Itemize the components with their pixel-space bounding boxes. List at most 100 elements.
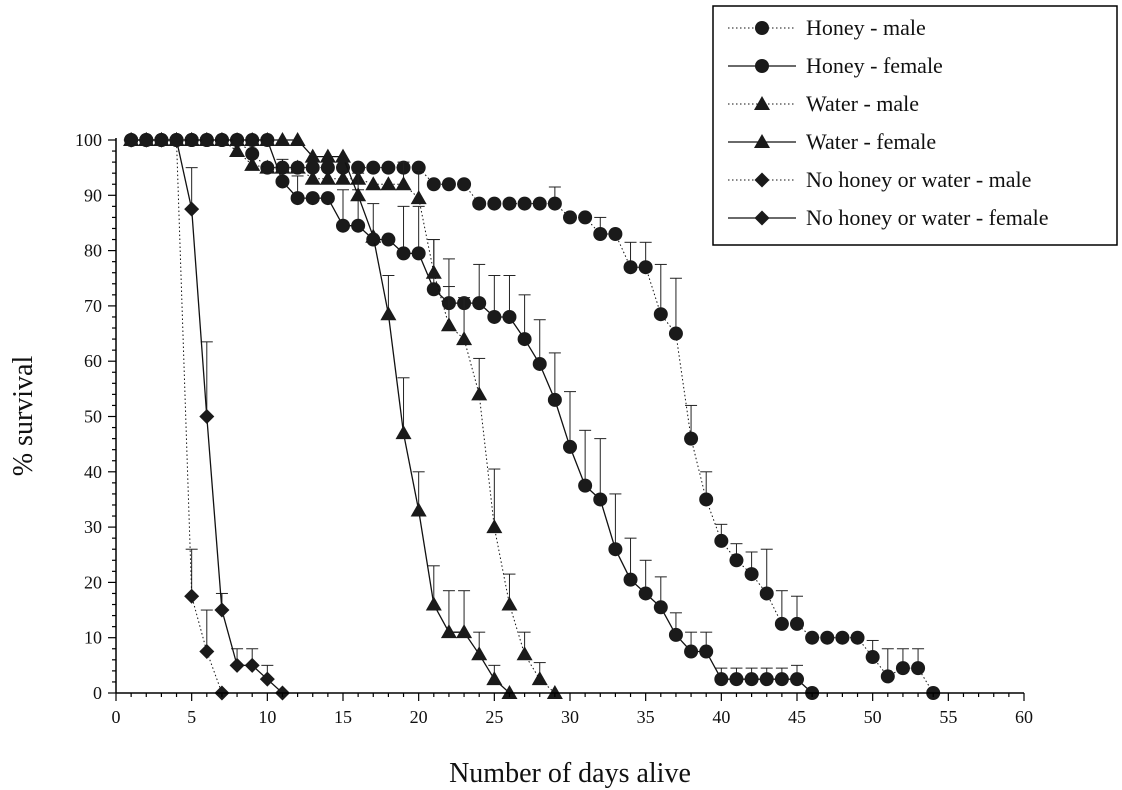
data-point xyxy=(790,616,804,631)
data-point xyxy=(911,661,926,676)
data-point xyxy=(516,646,533,661)
data-point xyxy=(805,630,820,645)
data-point xyxy=(184,588,200,604)
data-point xyxy=(774,672,789,687)
data-point xyxy=(744,567,759,582)
data-point xyxy=(259,132,276,146)
data-point xyxy=(244,156,261,171)
data-point xyxy=(274,159,291,174)
data-point xyxy=(426,177,441,192)
data-point xyxy=(608,227,623,242)
legend-label: Water - female xyxy=(806,129,936,154)
data-point xyxy=(410,190,427,205)
legend-label: No honey or water - male xyxy=(806,167,1031,192)
data-point xyxy=(335,170,351,185)
data-point xyxy=(790,672,804,687)
data-point xyxy=(487,309,502,324)
data-point xyxy=(547,196,562,211)
x-tick-label: 10 xyxy=(258,707,276,727)
data-point xyxy=(472,296,487,311)
x-tick-label: 45 xyxy=(788,707,806,727)
legend-label: Honey - female xyxy=(806,53,943,78)
x-tick-label: 55 xyxy=(939,707,957,727)
data-point xyxy=(456,624,473,639)
data-point xyxy=(699,492,714,507)
data-point xyxy=(289,159,306,174)
data-point xyxy=(335,148,351,163)
data-point xyxy=(213,132,230,146)
data-point xyxy=(259,159,276,174)
series-line xyxy=(131,139,510,694)
legend-label: Honey - male xyxy=(806,15,926,40)
data-point xyxy=(472,196,487,211)
data-point xyxy=(487,196,502,211)
y-tick-label: 100 xyxy=(75,130,102,150)
legend-label: No honey or water - female xyxy=(806,205,1049,230)
data-point xyxy=(229,657,245,673)
data-point xyxy=(850,630,865,645)
data-point xyxy=(199,409,215,424)
data-point xyxy=(320,191,335,206)
series-4 xyxy=(123,132,518,699)
data-point xyxy=(275,174,290,189)
data-point xyxy=(729,553,744,568)
data-point xyxy=(395,176,412,191)
data-point xyxy=(381,232,396,247)
data-point xyxy=(517,196,532,211)
y-tick-label: 90 xyxy=(84,185,102,205)
data-point xyxy=(425,264,442,279)
y-tick-label: 40 xyxy=(84,462,102,482)
data-point xyxy=(259,671,275,687)
legend-item: No honey or water - male xyxy=(728,167,1031,192)
data-point xyxy=(336,218,350,233)
x-tick-label: 5 xyxy=(187,707,196,727)
x-tick-label: 30 xyxy=(561,707,579,727)
data-point xyxy=(502,309,517,324)
data-point xyxy=(319,148,336,163)
data-point xyxy=(517,332,532,347)
x-tick-label: 50 xyxy=(864,707,882,727)
data-point xyxy=(486,671,503,686)
data-point xyxy=(532,356,547,371)
data-point xyxy=(289,132,306,146)
data-point xyxy=(290,191,305,206)
legend-item: Water - male xyxy=(728,91,919,116)
y-tick-label: 60 xyxy=(84,351,102,371)
legend-item: Water - female xyxy=(728,129,936,154)
legend-item: Honey - female xyxy=(728,53,943,78)
data-point xyxy=(638,260,653,275)
data-point xyxy=(744,672,759,687)
data-point xyxy=(865,650,880,665)
data-point xyxy=(380,176,397,191)
data-point xyxy=(759,672,774,687)
data-point xyxy=(638,586,653,601)
data-point xyxy=(198,132,215,146)
y-tick-label: 70 xyxy=(84,296,102,316)
y-tick-label: 20 xyxy=(84,572,102,592)
data-point xyxy=(395,425,412,440)
data-point xyxy=(441,177,456,192)
data-point xyxy=(229,132,246,146)
data-point xyxy=(440,624,457,639)
data-point xyxy=(699,644,714,659)
data-point xyxy=(608,542,623,557)
legend-marker xyxy=(754,172,770,188)
data-point xyxy=(546,685,563,699)
data-point xyxy=(229,143,246,158)
x-tick-label: 25 xyxy=(485,707,503,727)
data-point xyxy=(759,586,774,601)
x-tick-label: 0 xyxy=(112,707,121,727)
data-point xyxy=(714,533,729,548)
y-tick-label: 0 xyxy=(93,683,102,703)
data-point xyxy=(532,196,547,211)
data-point xyxy=(531,671,548,686)
data-point xyxy=(411,160,426,175)
legend-marker xyxy=(754,210,770,226)
y-tick-label: 50 xyxy=(84,407,102,427)
data-point xyxy=(425,596,442,611)
legend-marker xyxy=(755,21,769,35)
data-point xyxy=(456,331,473,346)
data-point xyxy=(714,672,729,687)
data-point xyxy=(305,160,320,175)
data-point xyxy=(880,669,895,684)
